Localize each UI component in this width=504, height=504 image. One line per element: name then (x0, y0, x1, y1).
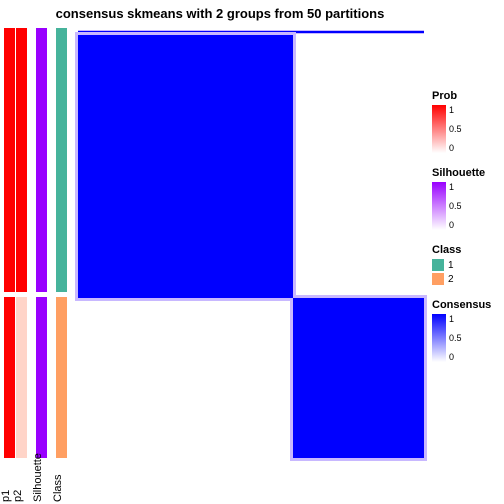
legend-label-1: 1 (448, 260, 454, 271)
legend-consensus: Consensus 1 0.5 0 (432, 299, 502, 362)
tick: 1 (449, 182, 462, 192)
legend-silhouette-ticks: 1 0.5 0 (449, 182, 462, 230)
legend-prob-title: Prob (432, 90, 502, 102)
tick: 0.5 (449, 333, 462, 343)
consensus-heatmap (78, 28, 424, 458)
legend-class-item-2: 2 (432, 273, 502, 285)
anno-col-class (56, 28, 67, 458)
axis-label-p2: p2 (12, 490, 24, 502)
tick: 0 (449, 352, 462, 362)
legend-class: Class 1 2 (432, 244, 502, 285)
anno-col-p1 (4, 28, 15, 458)
tick: 0.5 (449, 201, 462, 211)
plot-area (4, 28, 424, 458)
legend-consensus-title: Consensus (432, 299, 502, 311)
axis-labels: p1 p2 Silhouette Class (4, 458, 84, 502)
legend-consensus-ticks: 1 0.5 0 (449, 314, 462, 362)
legends: Prob 1 0.5 0 Silhouette 1 0.5 0 Class 1 (432, 90, 502, 376)
legend-prob: Prob 1 0.5 0 (432, 90, 502, 153)
legend-swatch-2 (432, 273, 444, 285)
legend-consensus-gradient (432, 314, 446, 362)
tick: 1 (449, 314, 462, 324)
legend-prob-gradient (432, 105, 446, 153)
legend-silhouette-title: Silhouette (432, 167, 502, 179)
anno-col-silhouette (36, 28, 47, 458)
axis-label-silhouette: Silhouette (32, 453, 44, 502)
legend-silhouette: Silhouette 1 0.5 0 (432, 167, 502, 230)
legend-class-item-1: 1 (432, 259, 502, 271)
chart-title: consensus skmeans with 2 groups from 50 … (0, 6, 440, 21)
legend-swatch-1 (432, 259, 444, 271)
axis-label-class: Class (52, 474, 64, 502)
tick: 0 (449, 143, 462, 153)
tick: 0 (449, 220, 462, 230)
anno-col-p2 (16, 28, 27, 458)
tick: 0.5 (449, 124, 462, 134)
legend-silhouette-gradient (432, 182, 446, 230)
tick: 1 (449, 105, 462, 115)
axis-label-p1: p1 (0, 490, 12, 502)
legend-prob-ticks: 1 0.5 0 (449, 105, 462, 153)
legend-class-title: Class (432, 244, 502, 256)
legend-label-2: 2 (448, 274, 454, 285)
